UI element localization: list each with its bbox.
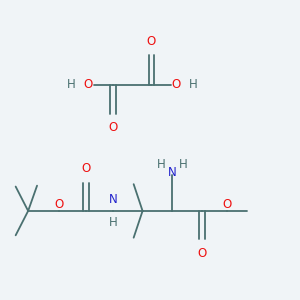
Text: O: O bbox=[172, 78, 181, 91]
Text: H: H bbox=[109, 216, 117, 229]
Text: H: H bbox=[67, 78, 76, 91]
Text: O: O bbox=[197, 247, 207, 260]
Text: N: N bbox=[109, 193, 117, 206]
Text: H: H bbox=[179, 158, 188, 171]
Text: N: N bbox=[168, 167, 177, 179]
Text: O: O bbox=[84, 78, 93, 91]
Text: H: H bbox=[189, 78, 197, 91]
Text: H: H bbox=[157, 158, 165, 171]
Text: O: O bbox=[108, 121, 118, 134]
Text: O: O bbox=[82, 162, 91, 175]
Text: O: O bbox=[223, 198, 232, 211]
Text: O: O bbox=[55, 198, 64, 211]
Text: O: O bbox=[147, 35, 156, 48]
